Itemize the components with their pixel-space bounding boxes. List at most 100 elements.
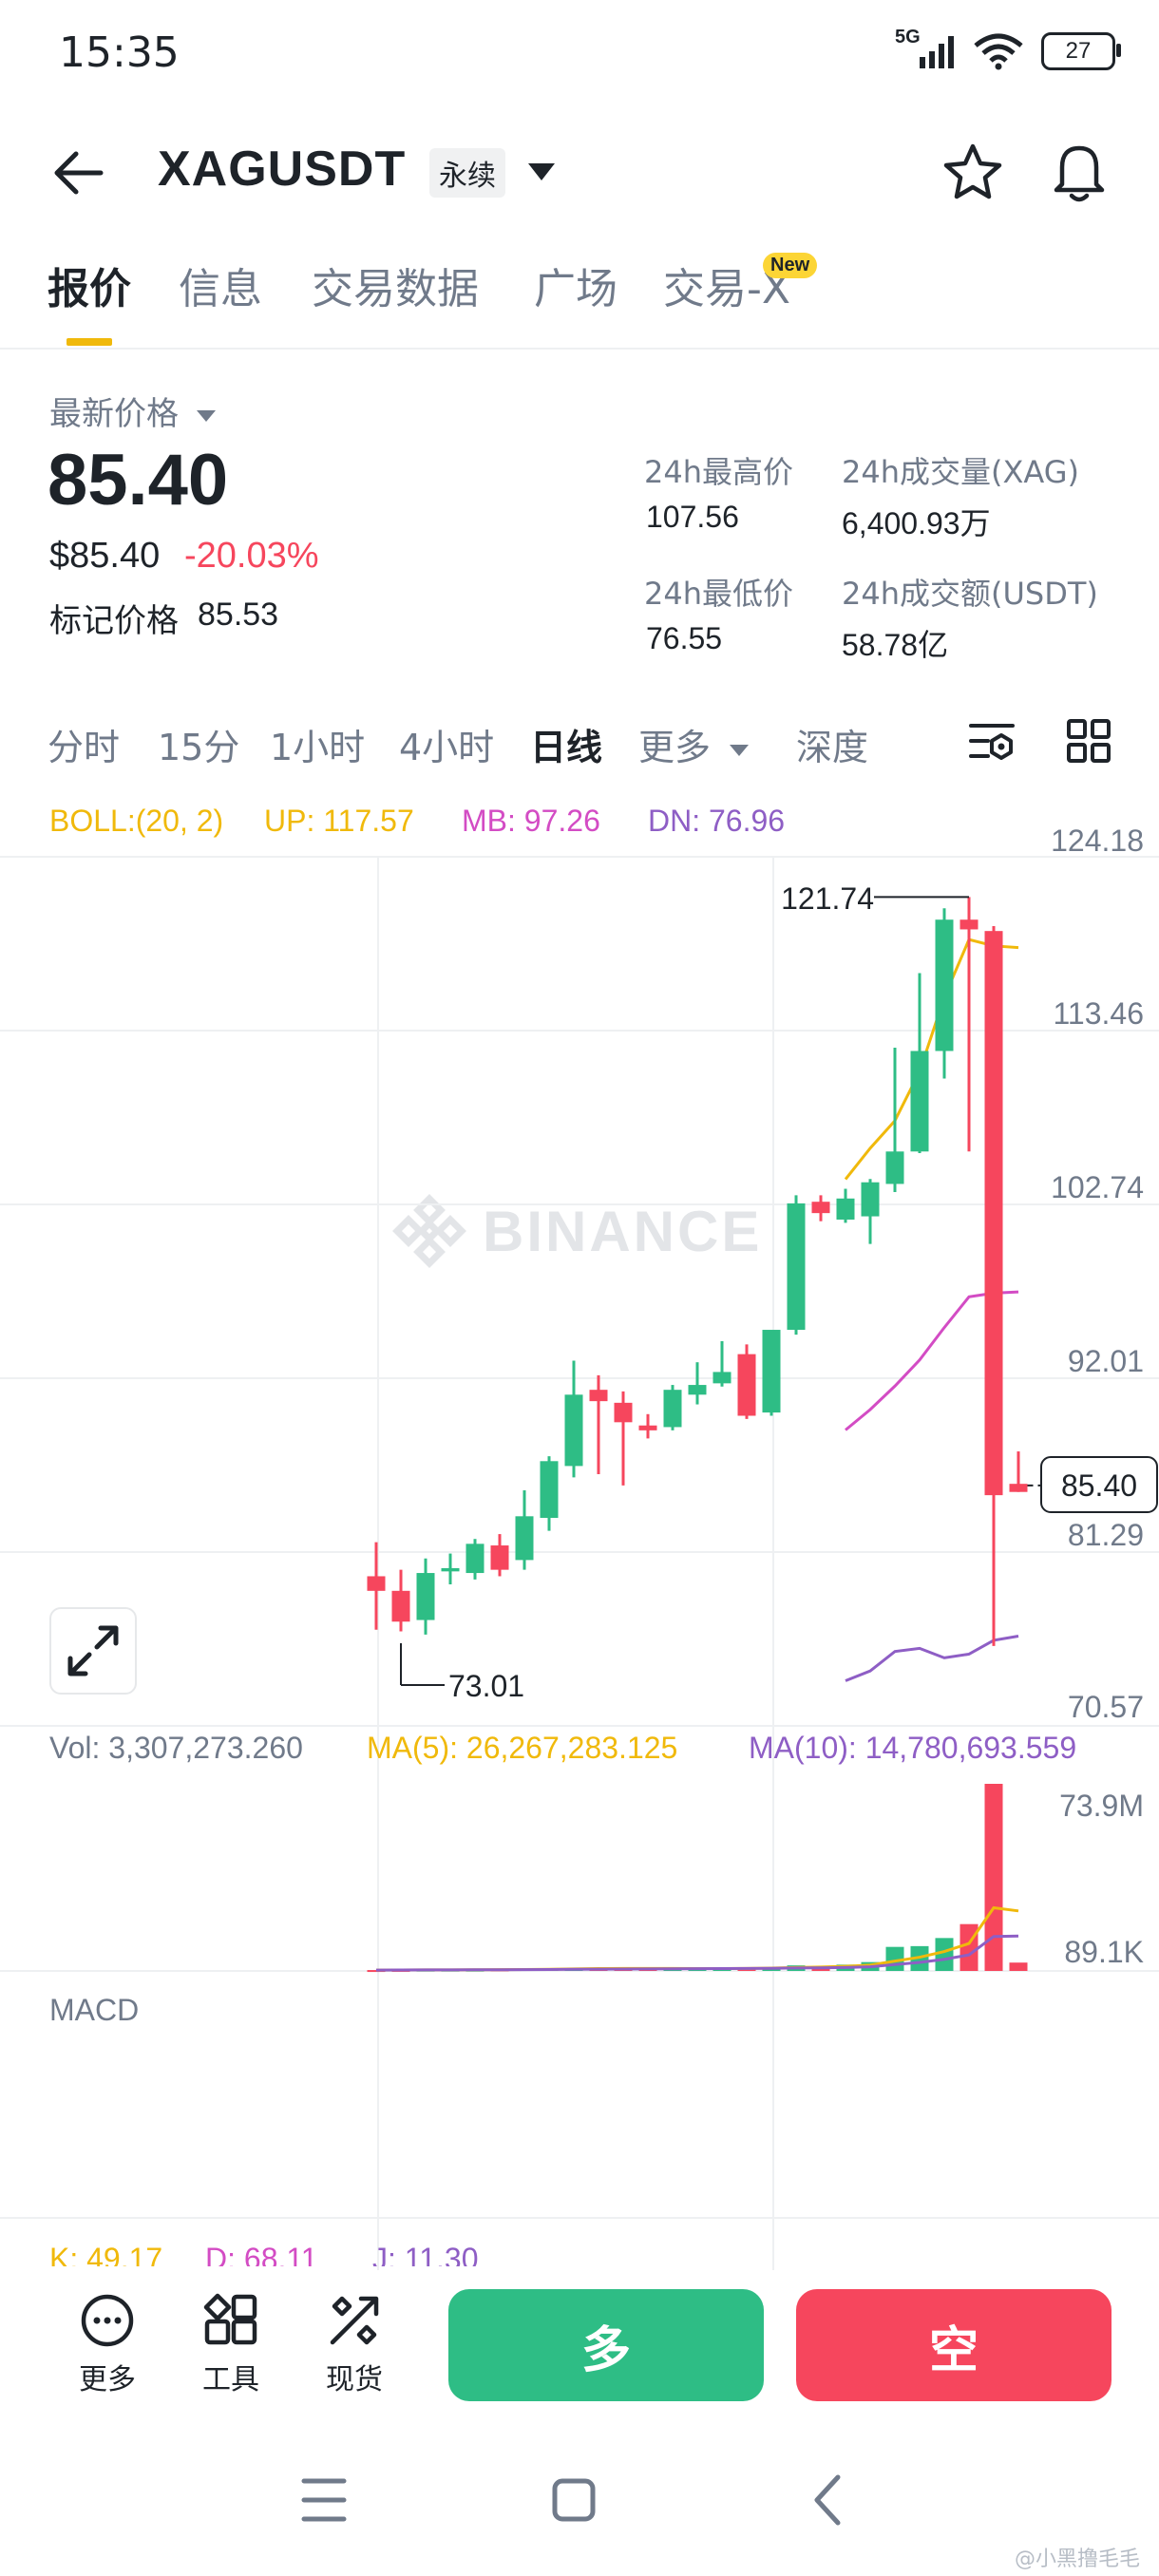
volume-bar (960, 1923, 978, 1971)
spot-button[interactable]: 现货 (302, 2291, 407, 2397)
interval-4h[interactable]: 4小时 (399, 727, 495, 768)
volume-24h-value: 6,400.93万 (842, 506, 991, 540)
low-24h-label: 24h最低价 (644, 576, 794, 612)
status-time: 15:35 (59, 28, 180, 77)
candle (490, 1534, 509, 1577)
interval-1d[interactable]: 日线 (530, 727, 603, 768)
binance-logo-icon (392, 1194, 466, 1268)
tab-trading-data[interactable]: 交易数据 (312, 265, 479, 313)
mark-price-value: 85.53 (198, 597, 279, 633)
volume-ma10-line (375, 1934, 1019, 1972)
current-price-tag (1040, 1456, 1158, 1513)
arrow-left-icon[interactable] (49, 148, 106, 198)
candle (441, 1553, 460, 1584)
binance-watermark-text: BINANCE (483, 1199, 763, 1263)
candle (910, 973, 929, 1153)
tab-square[interactable]: 广场 (534, 265, 618, 313)
interval-depth[interactable]: 深度 (796, 727, 869, 768)
volume-ma5-legend: MA(5): 26,267,283.125 (367, 1731, 678, 1765)
candle (811, 1195, 830, 1222)
price-axis-label: 70.57 (1068, 1690, 1144, 1724)
volume-bar (984, 1784, 1003, 1971)
candle (984, 926, 1003, 1646)
volume-axis-label: 73.9M (1059, 1789, 1144, 1823)
caret-down-icon[interactable] (526, 161, 557, 182)
candle (712, 1340, 732, 1387)
high-24h-value: 107.56 (646, 500, 739, 534)
expand-icon (67, 1625, 119, 1676)
symbol-title[interactable]: XAGUSDT (158, 142, 407, 197)
more-button[interactable]: 更多 (55, 2291, 160, 2397)
price-axis-label: 102.74 (1051, 1170, 1144, 1204)
tab-info[interactable]: 信息 (179, 265, 262, 313)
price-axis-label: 124.18 (1051, 824, 1144, 858)
long-button[interactable]: 多 (448, 2289, 764, 2401)
interval-15m[interactable]: 15分 (158, 727, 240, 768)
candle (614, 1391, 633, 1486)
low-24h-value: 76.55 (646, 621, 723, 655)
last-price-label[interactable]: 最新价格 (49, 388, 218, 434)
candle (787, 1195, 806, 1335)
price-axis-label: 113.46 (1054, 996, 1145, 1031)
candle (589, 1374, 608, 1474)
volume-axis-label: 89.1K (1064, 1935, 1144, 1969)
kdj-legend: K: 49.17 D: 68.11 J: 11.30 (0, 2228, 1159, 2266)
volume-legend: Vol: 3,307,273.260 (49, 1731, 303, 1765)
candle (935, 908, 954, 1079)
layout-grid-icon[interactable] (1066, 718, 1112, 764)
boll-up: UP: 117.57 (264, 804, 414, 838)
candlestick-chart[interactable]: 124.18 113.46 102.74 92.01 81.29 70.57 7… (0, 788, 1159, 2270)
tools-button[interactable]: 工具 (179, 2291, 283, 2397)
candle (885, 1048, 904, 1192)
amount-24h-label: 24h成交额(USDT) (842, 576, 1098, 612)
volume-ma-lines (375, 1905, 1019, 1972)
candles (367, 897, 1028, 1646)
mark-price-label: 标记价格 (49, 602, 179, 640)
menu-icon[interactable] (301, 2478, 347, 2522)
indicator-settings-icon[interactable] (967, 718, 1016, 766)
volume-bar (1009, 1962, 1028, 1971)
battery-level: 27 (1065, 38, 1092, 64)
kdj-j: J: 11.30 (372, 2242, 479, 2266)
status-icons: 5G 27 (895, 27, 1121, 70)
divider (0, 348, 1159, 350)
spot-swap-icon (330, 2296, 379, 2345)
perpetual-badge: 永续 (429, 148, 505, 198)
high-marker-label: 121.74 (781, 881, 874, 916)
candle (836, 1188, 855, 1223)
low-marker-label: 73.01 (448, 1669, 524, 1703)
boll-dn-line (845, 1635, 1019, 1682)
high-marker: 121.74 (781, 881, 969, 916)
home-icon[interactable] (552, 2478, 596, 2522)
low-marker: 73.01 (400, 1643, 524, 1703)
system-nav-bar (301, 2474, 841, 2526)
kdj-k: K: 49.17 (49, 2242, 163, 2266)
bell-icon[interactable] (1049, 141, 1110, 203)
current-price-label: 85.40 (1061, 1468, 1137, 1503)
credit-watermark: @小黑撸毛毛 (1014, 2548, 1140, 2571)
last-price-label-text: 最新价格 (49, 395, 179, 433)
candle (663, 1385, 682, 1430)
interval-1h[interactable]: 1小时 (270, 727, 366, 768)
candle (1009, 1451, 1028, 1492)
star-icon[interactable] (942, 142, 1003, 201)
tab-quote[interactable]: 报价 (48, 265, 131, 313)
candle (762, 1330, 781, 1416)
fullscreen-button[interactable] (49, 1607, 137, 1695)
volume-ma10-legend: MA(10): 14,780,693.559 (749, 1731, 1077, 1765)
interval-more[interactable]: 更多 (638, 718, 750, 770)
tools-icon (203, 2293, 257, 2345)
wifi-icon (974, 33, 1023, 70)
boll-dn: DN: 76.96 (648, 804, 786, 838)
active-tab-indicator (66, 338, 112, 346)
spot-label: 现货 (326, 2363, 383, 2396)
short-button[interactable]: 空 (796, 2289, 1112, 2401)
interval-timeshare[interactable]: 分时 (48, 727, 121, 768)
back-icon[interactable] (814, 2474, 841, 2526)
candle (466, 1539, 484, 1580)
boll-mb: MB: 97.26 (462, 804, 600, 838)
last-price: 85.40 (48, 440, 229, 521)
macd-label: MACD (49, 1993, 140, 2027)
volume-bars (367, 1784, 1028, 1973)
candle (416, 1558, 435, 1635)
